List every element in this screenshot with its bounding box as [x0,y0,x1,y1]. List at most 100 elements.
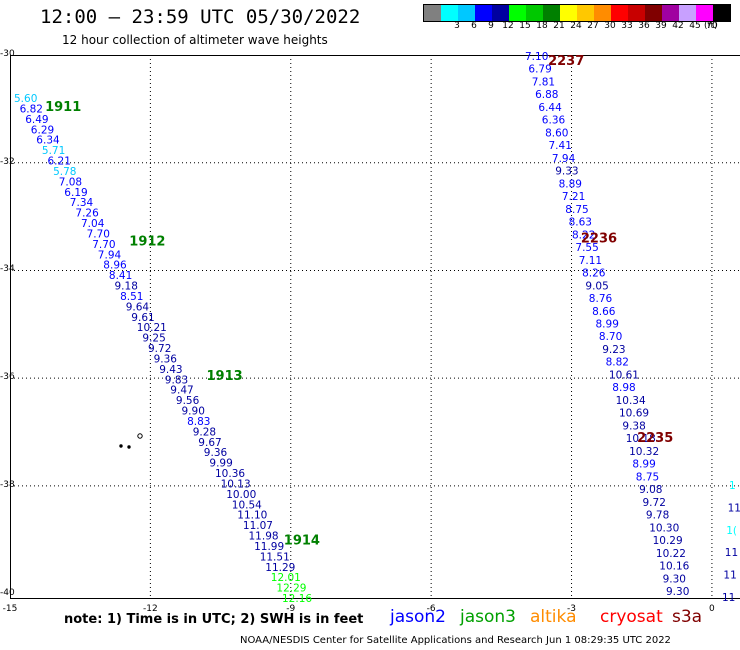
color-legend [423,4,731,22]
satellite-name: jason3 [460,607,516,627]
wave-height-value: 10.16 [659,561,689,573]
wave-height-value: 6.19 [64,187,87,199]
legend-label: 15 [519,21,531,31]
wave-height-value: 6.82 [20,103,43,115]
pass-time-label: 2237 [548,54,584,69]
wave-height-value: 6.34 [36,135,60,147]
legend-swatch [441,5,458,21]
wave-height-value: 6.79 [528,64,551,76]
longitude-label: -12 [143,604,158,614]
page-subtitle: 12 hour collection of altimeter wave hei… [62,33,328,47]
legend-swatch [526,5,543,21]
legend-swatch [611,5,628,21]
wave-height-value: 9.23 [602,344,625,356]
legend-swatch [713,5,730,21]
wave-height-value: 7.81 [532,77,555,89]
legend-label: 18 [536,21,548,31]
wave-height-value: 8.96 [103,260,127,272]
longitude-label: 0 [709,604,715,614]
wave-height-value: 8.22 [572,229,595,241]
wave-height-value: 7.21 [562,191,585,203]
wave-height-value: 7.70 [87,228,110,240]
wave-height-value: 9.30 [666,586,689,598]
wave-height-value: 9.25 [142,333,165,345]
wave-height-value: 9.90 [182,406,205,418]
wave-height-value: 11.99 [254,541,284,553]
longitude-label: -9 [286,604,296,614]
latitude-label: -36 [0,372,15,383]
pass-time-label: 1913 [207,369,243,384]
wave-height-value: 12.29 [276,583,306,595]
wave-height-value: 9.05 [585,280,608,292]
wave-height-value: 8.75 [636,471,659,483]
satellite-name: s3a [672,607,703,627]
longitude-label: -6 [426,604,436,614]
wave-height-value: 9.08 [639,484,662,496]
wave-height-value: 6.88 [535,89,558,101]
legend-swatch [594,5,611,21]
wave-height-value: 11.29 [265,562,295,574]
legend-label: 70 [706,21,718,31]
wave-height-value: 9.78 [646,510,669,522]
wave-height-value: 9.18 [115,281,138,293]
wave-height-value: 8.60 [545,127,568,139]
legend-unit: (ft) [704,21,718,31]
wave-height-value: 9.36 [154,353,178,365]
pass-time-label: 1912 [129,234,165,249]
satellite-name: jason2 [390,607,446,627]
wave-height-value: 8.66 [592,306,616,318]
wave-height-value: 7.94 [98,249,122,261]
wave-height-value: 10.36 [215,468,245,480]
wave-height-value: 7.10 [525,51,548,63]
wave-height-value: 5.78 [53,166,76,178]
island-mark [137,433,143,439]
legend-swatch [475,5,492,21]
legend-swatch [424,5,441,21]
wave-height-value: 9.47 [170,385,193,397]
pass-time-label: 2236 [581,232,617,247]
wave-height-value: 6.36 [542,115,566,127]
credit-line: NOAA/NESDIS Center for Satellite Applica… [240,635,671,646]
longitude-label: -15 [2,604,18,614]
wave-height-value: 1 [729,480,736,492]
legend-label: 33 [621,21,633,31]
wave-height-value: 11 [722,592,735,604]
wave-height-value: 10.13 [221,478,251,490]
wave-height-value: 9.38 [622,420,645,432]
wave-height-value: 8.75 [565,204,588,216]
wave-height-value: 8.70 [599,331,622,343]
wave-height-value: 9.56 [176,395,200,407]
wave-height-value: 9.30 [663,573,686,585]
map-frame [10,55,740,599]
legend-swatch [628,5,645,21]
wave-height-value: 9.28 [193,426,216,438]
legend-label: 3 [454,21,460,31]
wave-height-value: 10.29 [653,535,683,547]
pass-time-label: 1911 [45,100,81,115]
legend-label: 9 [488,21,494,31]
wave-height-value: 7.34 [70,197,94,209]
wave-height-value: 10.61 [609,370,639,382]
wave-height-value: 7.55 [575,242,598,254]
wave-height-value: 9.43 [159,364,182,376]
page-title: 12:00 – 23:59 UTC 05/30/2022 [40,6,361,28]
island-mark [119,444,123,448]
wave-height-value: 11 [725,547,738,559]
wave-height-value: 8.63 [569,217,592,229]
wave-height-value: 8.99 [632,459,655,471]
wave-height-value: 9.83 [165,374,188,386]
wave-height-value: 8.51 [120,291,143,303]
wave-height-value: 10.18 [626,433,656,445]
wave-height-value: 6.29 [31,124,54,136]
wave-height-value: 10.32 [629,446,659,458]
legend-label: 27 [587,21,599,31]
wave-height-value: 7.04 [81,218,105,230]
legend-swatch [509,5,526,21]
legend-swatch [458,5,475,21]
latitude-label: -30 [0,49,15,59]
wave-height-value: 5.71 [42,145,65,157]
wave-height-value: 11.10 [237,510,267,522]
legend-label: 12 [502,21,514,31]
wave-height-value: 10.54 [232,499,262,511]
